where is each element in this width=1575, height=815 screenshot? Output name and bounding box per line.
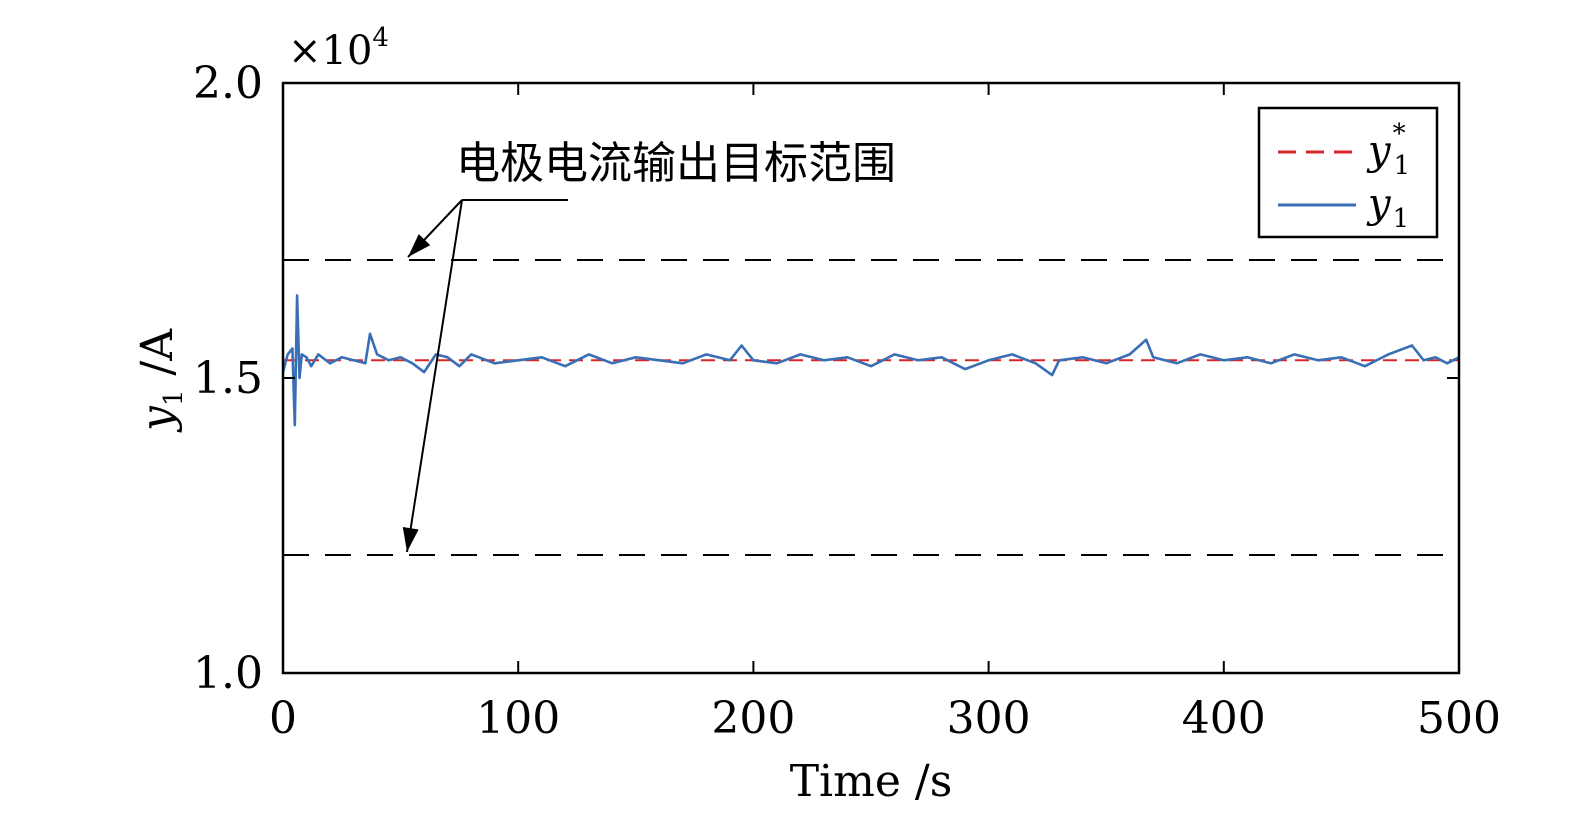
y-axis: 1.0 1.5 2.0 [193,58,1459,699]
target-range-annotation: 电极电流输出目标范围 [402,138,896,553]
legend: y* 1y1 [1257,106,1439,239]
plot-area [281,259,1460,556]
legend-box [1257,106,1439,239]
annotation-arrow-lower [406,199,463,553]
legend-label: y* 1 [1366,119,1410,181]
y-tick-label: 2.0 [193,58,263,109]
y-tick-label: 1.5 [193,353,263,404]
y-multiplier: ×104 [288,23,389,74]
x-tick-label: 100 [476,693,560,744]
y-axis-label: y1 /A [132,328,189,433]
legend-label: y1 [1366,181,1409,234]
x-tick-label: 0 [269,693,297,744]
x-tick-label: 200 [711,693,795,744]
annotation-text: 电极电流输出目标范围 [456,138,896,189]
x-axis-label: Time /s [790,756,953,807]
x-tick-label: 400 [1182,693,1266,744]
series-y1 [281,294,1460,427]
arrowhead-lower [402,527,419,552]
arrowhead-upper [408,234,431,257]
x-tick-label: 500 [1417,693,1501,744]
x-axis: 0 100 200 300 400 500 [269,83,1501,744]
x-tick-label: 300 [947,693,1031,744]
y-tick-label: 1.0 [193,648,263,699]
